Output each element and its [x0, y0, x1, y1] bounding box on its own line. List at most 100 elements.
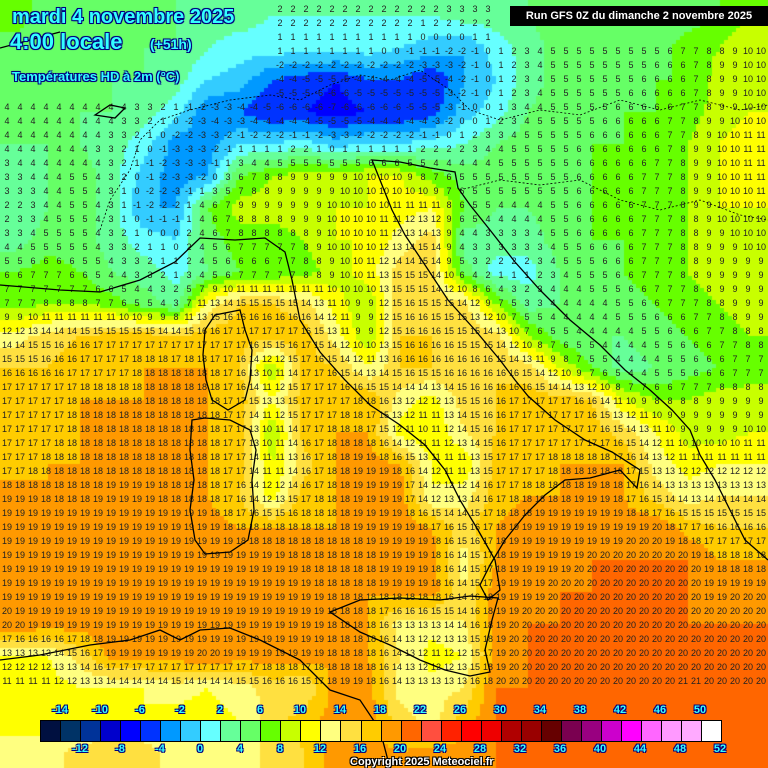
- temp-value: 5: [524, 158, 529, 168]
- temp-value: 6: [368, 158, 373, 168]
- temp-value: 7: [654, 200, 659, 210]
- temp-value: 9: [706, 228, 711, 238]
- temp-value: 1: [459, 130, 464, 140]
- temp-value: 6: [225, 256, 230, 266]
- legend-label-top: -10: [92, 704, 108, 716]
- temp-value: 2: [303, 18, 308, 28]
- temp-value: 5: [615, 46, 620, 56]
- temp-value: 8: [693, 242, 698, 252]
- temp-value: 2: [446, 144, 451, 154]
- temp-value: -1: [185, 186, 193, 196]
- temp-value: 1: [342, 32, 347, 42]
- legend-label-bottom: 0: [196, 743, 204, 755]
- temp-value: 3: [30, 186, 35, 196]
- temp-value: 7: [680, 130, 685, 140]
- temp-value: 5: [550, 186, 555, 196]
- temp-value: -2: [276, 60, 284, 70]
- temp-value: 2: [147, 256, 152, 266]
- temp-value: 2: [186, 256, 191, 266]
- temp-value: 3: [472, 242, 477, 252]
- temp-value: -4: [250, 102, 258, 112]
- temp-value: -5: [419, 74, 427, 84]
- temp-value: 6: [602, 116, 607, 126]
- temp-value: 5: [303, 158, 308, 168]
- model-run-label: Run GFS 0Z du dimanche 2 novembre 2025: [510, 6, 768, 26]
- temp-value: 5: [550, 60, 555, 70]
- temp-value: 3: [134, 116, 139, 126]
- legend-swatch: [101, 721, 122, 741]
- temp-value: 1: [329, 32, 334, 42]
- temp-value: 0: [147, 228, 152, 238]
- temp-value: 9: [303, 214, 308, 224]
- temp-value: 4: [17, 144, 22, 154]
- temp-value: 10: [730, 228, 740, 238]
- temp-value: -1: [419, 46, 427, 56]
- temp-value: 6: [381, 158, 386, 168]
- temp-value: 0: [459, 32, 464, 42]
- color-scale-legend: [40, 720, 722, 742]
- temp-value: 5: [537, 158, 542, 168]
- temp-value: 7: [277, 270, 282, 280]
- temp-value: -5: [354, 88, 362, 98]
- temp-value: 0: [134, 186, 139, 196]
- temp-value: 1: [420, 18, 425, 28]
- legend-label-bottom: 4: [236, 743, 244, 755]
- temp-value: 0: [381, 46, 386, 56]
- temp-value: 5: [563, 214, 568, 224]
- temp-value: 5: [329, 158, 334, 168]
- temp-value: 1: [485, 116, 490, 126]
- temp-value: 6: [654, 102, 659, 112]
- temp-value: -3: [185, 144, 193, 154]
- temp-value: 5: [563, 256, 568, 266]
- temp-value: 4: [524, 200, 529, 210]
- temp-value: 7: [667, 228, 672, 238]
- temp-value: 2: [121, 144, 126, 154]
- temp-value: 6: [459, 200, 464, 210]
- legend-swatch: [341, 721, 362, 741]
- temp-value: 7: [277, 242, 282, 252]
- temp-value: 1: [147, 242, 152, 252]
- temp-value: 6: [589, 242, 594, 252]
- temp-value: 0: [173, 116, 178, 126]
- temp-value: 4: [537, 214, 542, 224]
- temp-value: -5: [406, 102, 414, 112]
- temp-value: 4: [108, 116, 113, 126]
- temp-value: 2: [277, 18, 282, 28]
- temp-value: 5: [576, 116, 581, 126]
- temp-value: 4: [43, 144, 48, 154]
- temp-value: 4: [69, 158, 74, 168]
- legend-swatch: [541, 721, 562, 741]
- temp-value: 6: [589, 186, 594, 196]
- temp-value: 10: [405, 186, 415, 196]
- temp-value: 1: [277, 144, 282, 154]
- legend-swatch: [201, 721, 222, 741]
- temp-value: 4: [121, 102, 126, 112]
- temp-value: 6: [238, 172, 243, 182]
- temp-value: -1: [146, 158, 154, 168]
- temp-value: 4: [43, 214, 48, 224]
- temp-value: 10: [366, 200, 376, 210]
- temp-value: 10: [730, 172, 740, 182]
- temp-value: 0: [459, 116, 464, 126]
- temp-value: 3: [550, 270, 555, 280]
- temp-value: -2: [380, 130, 388, 140]
- temp-value: -2: [406, 130, 414, 140]
- temp-value: 5: [537, 144, 542, 154]
- legend-label-bottom: -4: [155, 743, 165, 755]
- temp-value: 9: [446, 228, 451, 238]
- temp-value: 6: [602, 256, 607, 266]
- temp-value: 2: [17, 200, 22, 210]
- temp-value: -2: [159, 186, 167, 196]
- temp-value: 4: [199, 214, 204, 224]
- temp-value: 4: [56, 186, 61, 196]
- temp-value: 9: [706, 144, 711, 154]
- temp-value: 1: [511, 270, 516, 280]
- temp-value: 3: [30, 214, 35, 224]
- temp-value: 1: [316, 46, 321, 56]
- temp-value: 7: [264, 242, 269, 252]
- temp-value: -3: [198, 158, 206, 168]
- temp-value: -3: [185, 172, 193, 182]
- temp-value: 9: [290, 214, 295, 224]
- temp-value: 6: [615, 200, 620, 210]
